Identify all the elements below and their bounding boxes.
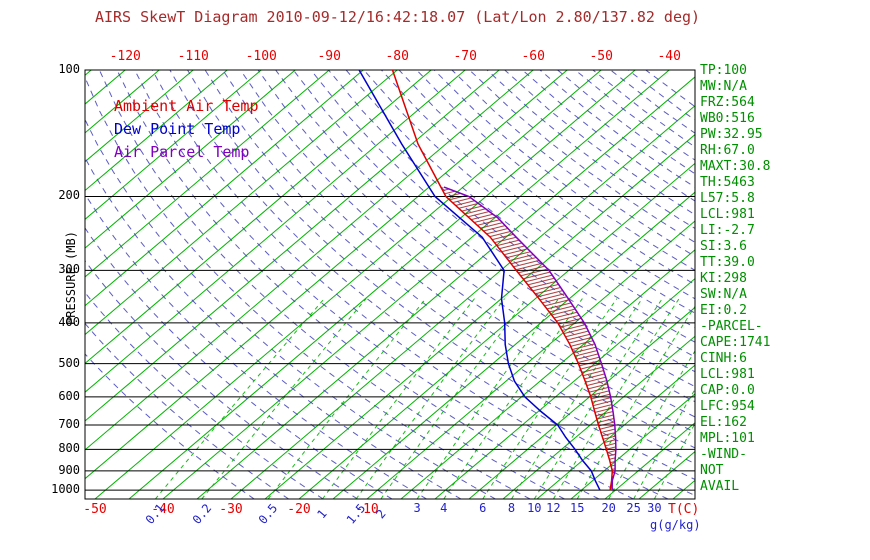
pressure-tick: 400 <box>58 314 80 329</box>
pressure-tick: 600 <box>58 388 80 403</box>
top-axis-temp-tick: -50 <box>589 49 613 64</box>
top-axis-temp-tick: -40 <box>657 49 681 64</box>
pressure-axis-label: PRESSURE (MB) <box>64 231 78 325</box>
stat-line: MW:N/A <box>700 79 747 94</box>
mixing-ratio-tick: 12 <box>546 501 561 515</box>
bottom-axis-temp-tick: -20 <box>287 502 311 517</box>
top-axis-temp-tick: -60 <box>521 49 545 64</box>
top-axis-temp-tick: -90 <box>317 49 341 64</box>
bottom-axis-temp-tick: -30 <box>219 502 243 517</box>
pressure-tick: 900 <box>58 462 80 477</box>
chart-title: AIRS SkewT Diagram 2010-09-12/16:42:18.0… <box>94 8 701 26</box>
stat-line: LI:-2.7 <box>700 223 755 238</box>
stat-line: TH:5463 <box>700 175 755 190</box>
pressure-tick: 100 <box>58 62 80 76</box>
stat-line: KI:298 <box>700 271 747 286</box>
stat-line: RH:67.0 <box>700 143 755 158</box>
stat-line: CINH:6 <box>700 351 747 366</box>
legend-dew-point-temp: Dew Point Temp <box>114 120 241 138</box>
top-axis-temp-tick: -80 <box>385 49 409 64</box>
stat-line: LFC:954 <box>700 399 755 414</box>
mixing-ratio-tick: 4 <box>440 501 448 515</box>
stat-line: LCL:981 <box>700 367 755 382</box>
mixing-ratio-tick: 10 <box>527 501 542 515</box>
stat-line: SW:N/A <box>700 287 747 302</box>
bottom-axis-temp-tick: -50 <box>83 502 107 517</box>
mixing-ratio-tick: 20 <box>601 501 616 515</box>
bottom-axis-temp-tick: -40 <box>151 502 175 517</box>
stat-line: AVAIL <box>700 479 740 494</box>
stat-line: MAXT:30.8 <box>700 159 771 174</box>
stat-line: WB0:516 <box>700 111 755 126</box>
pressure-tick: 200 <box>58 188 80 203</box>
legend-ambient-air-temp: Ambient Air Temp <box>114 97 259 115</box>
mixing-ratio-tick: 15 <box>569 501 585 515</box>
stat-line: TP:100 <box>700 63 747 78</box>
stat-line: CAPE:1741 <box>700 335 771 350</box>
pressure-tick: 1000 <box>51 482 80 497</box>
stat-line: -PARCEL- <box>700 319 763 334</box>
stat-line: MPL:101 <box>700 431 755 446</box>
stat-line: EL:162 <box>700 415 747 430</box>
mixing-ratio-tick: 3 <box>413 501 421 515</box>
pressure-tick: 500 <box>58 355 80 370</box>
bottom-axis-temp-tick: -10 <box>355 502 379 517</box>
mixing-ratio-tick: 6 <box>479 501 487 515</box>
top-axis-temp-tick: -100 <box>245 49 277 64</box>
pressure-tick: 800 <box>58 441 80 456</box>
top-axis-temp-tick: -120 <box>109 49 141 64</box>
top-axis-temp-tick: -70 <box>453 49 477 64</box>
stat-line: SI:3.6 <box>700 239 747 254</box>
stat-line: -WIND- <box>700 447 747 462</box>
top-axis-temp-tick: -110 <box>177 49 209 64</box>
stat-line: CAP:0.0 <box>700 383 755 398</box>
mixing-ratio-tick: 30 <box>647 501 662 515</box>
mixing-ratio-tick: 25 <box>626 501 641 515</box>
mixing-ratio-tick: 8 <box>507 501 516 515</box>
stat-line: FRZ:564 <box>700 95 755 110</box>
pressure-tick: 300 <box>58 262 80 277</box>
stat-line: TT:39.0 <box>700 255 755 270</box>
legend-air-parcel-temp: Air Parcel Temp <box>114 143 250 161</box>
pressure-tick: 700 <box>58 417 80 432</box>
stat-line: EI:0.2 <box>700 303 747 318</box>
stat-line: LCL:981 <box>700 207 755 222</box>
stat-line: L57:5.8 <box>700 191 755 206</box>
stat-line: PW:32.95 <box>700 127 763 142</box>
temp-unit-label: T(C) <box>668 502 700 517</box>
stat-line: NOT <box>700 463 724 478</box>
mixing-ratio-unit-label: g(g/kg) <box>650 518 701 532</box>
